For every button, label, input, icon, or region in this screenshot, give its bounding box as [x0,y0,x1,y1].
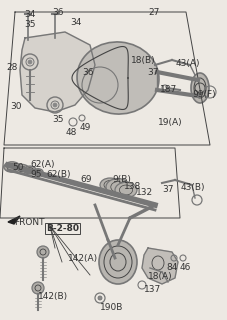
Ellipse shape [106,179,129,196]
Text: 30: 30 [10,102,21,111]
Ellipse shape [33,169,43,175]
Text: B-2-80: B-2-80 [46,224,79,233]
Text: 35: 35 [24,20,35,29]
Text: FRONT: FRONT [14,218,44,227]
Ellipse shape [24,166,36,174]
Text: 37: 37 [146,68,158,77]
Text: 142(A): 142(A) [68,254,98,263]
Text: 37: 37 [161,185,173,194]
Text: 34: 34 [24,10,35,19]
Text: 19(A): 19(A) [157,118,182,127]
Text: 62(B): 62(B) [46,170,70,179]
Circle shape [32,282,44,294]
Text: 35: 35 [52,115,63,124]
Text: 48: 48 [66,128,77,137]
Ellipse shape [100,178,119,192]
Text: 36: 36 [52,8,63,17]
Polygon shape [8,216,20,224]
Text: 187: 187 [159,85,176,94]
Circle shape [28,60,32,64]
Ellipse shape [99,240,136,284]
Text: 28: 28 [6,63,17,72]
Ellipse shape [114,182,136,198]
Ellipse shape [77,42,158,114]
Ellipse shape [190,73,208,103]
Text: 9(B): 9(B) [111,175,130,184]
Text: 27: 27 [147,8,159,17]
Ellipse shape [4,162,20,172]
Circle shape [37,246,49,258]
Text: 132: 132 [135,188,153,197]
Text: 49: 49 [80,123,91,132]
Circle shape [98,296,101,300]
Polygon shape [141,248,177,284]
Text: 36: 36 [82,68,93,77]
Text: 46: 46 [179,263,190,272]
Text: 84: 84 [165,263,177,272]
Text: 142(B): 142(B) [38,292,68,301]
Text: 43(A): 43(A) [175,59,200,68]
Text: 137: 137 [143,285,160,294]
Text: 18(B): 18(B) [131,56,155,65]
Text: 190B: 190B [100,303,123,312]
Text: 99(F): 99(F) [191,90,215,99]
Text: 62(A): 62(A) [30,160,54,169]
Ellipse shape [15,164,29,173]
Text: 50: 50 [12,163,23,172]
Text: 43(B): 43(B) [180,183,205,192]
Text: 69: 69 [80,175,91,184]
Text: 95: 95 [30,170,41,179]
Circle shape [53,103,57,107]
Text: 138: 138 [123,182,141,191]
Polygon shape [20,32,95,112]
Text: 18(A): 18(A) [147,272,172,281]
Text: 34: 34 [70,18,81,27]
